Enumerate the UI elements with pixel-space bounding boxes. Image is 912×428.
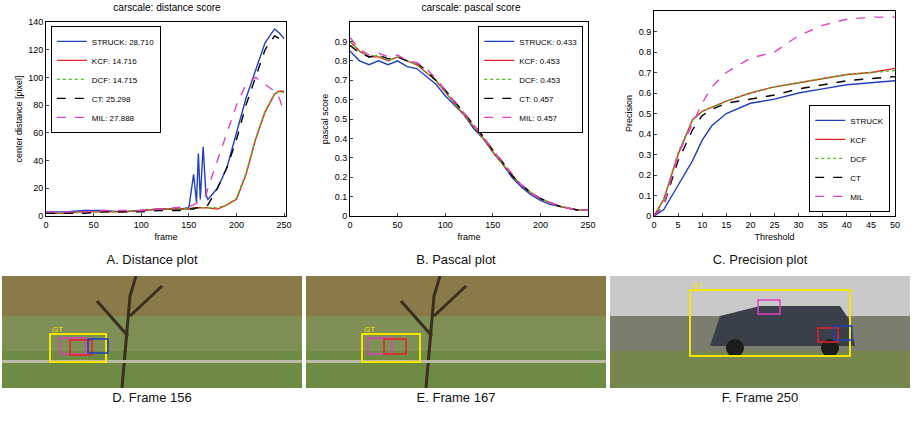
svg-text:150: 150 [485, 220, 500, 230]
svg-text:GT: GT [52, 325, 63, 334]
svg-text:100: 100 [28, 73, 43, 83]
svg-text:100: 100 [438, 220, 453, 230]
svg-text:0.5: 0.5 [335, 114, 348, 124]
svg-text:0.8: 0.8 [335, 56, 348, 66]
svg-text:40: 40 [842, 220, 852, 230]
svg-text:0.3: 0.3 [335, 153, 348, 163]
svg-text:MIL: 0.457: MIL: 0.457 [519, 114, 557, 123]
svg-text:DCF: DCF [850, 155, 867, 164]
svg-text:0: 0 [651, 220, 656, 230]
html-text:C. Precision plot: C. Precision plot [712, 252, 808, 267]
svg-text:0.6: 0.6 [639, 88, 652, 98]
svg-text:250: 250 [277, 220, 292, 230]
svg-text:20: 20 [33, 183, 43, 193]
svg-text:CT: 25.298: CT: 25.298 [92, 95, 131, 104]
svg-text:DCF: 14.715: DCF: 14.715 [92, 76, 138, 85]
svg-text:0: 0 [342, 211, 347, 221]
html-text:F. Frame 250: F. Frame 250 [721, 390, 799, 405]
svg-text:0.6: 0.6 [335, 95, 348, 105]
svg-text:0.8: 0.8 [639, 47, 652, 57]
svg-text:40: 40 [33, 156, 43, 166]
svg-text:140: 140 [28, 17, 43, 27]
svg-text:0: 0 [38, 211, 43, 221]
svg-text:15: 15 [721, 220, 731, 230]
svg-text:frame: frame [154, 232, 177, 242]
svg-text:60: 60 [33, 128, 43, 138]
svg-text:0.5: 0.5 [639, 109, 652, 119]
svg-text:120: 120 [28, 45, 43, 55]
svg-text:0.1: 0.1 [639, 191, 652, 201]
svg-text:50: 50 [393, 220, 403, 230]
svg-text:frame: frame [457, 232, 480, 242]
svg-text:CT: CT [850, 174, 861, 183]
svg-text:45: 45 [866, 220, 876, 230]
svg-text:20: 20 [745, 220, 755, 230]
svg-text:DCF: 0.453: DCF: 0.453 [519, 76, 560, 85]
html-text:A. Distance plot: A. Distance plot [106, 252, 198, 267]
svg-text:35: 35 [818, 220, 828, 230]
svg-text:0.2: 0.2 [335, 172, 348, 182]
html-text:B. Pascal plot: B. Pascal plot [416, 252, 496, 267]
svg-text:carscale: pascal score: carscale: pascal score [422, 2, 521, 13]
svg-text:80: 80 [33, 100, 43, 110]
svg-text:0.9: 0.9 [335, 37, 348, 47]
svg-text:100: 100 [134, 220, 149, 230]
html-text:D. Frame 156: D. Frame 156 [112, 390, 192, 405]
svg-text:25: 25 [769, 220, 779, 230]
svg-text:0: 0 [347, 220, 352, 230]
svg-text:200: 200 [533, 220, 548, 230]
svg-text:KCF: 14.716: KCF: 14.716 [92, 57, 137, 66]
svg-text:KCF: KCF [850, 136, 866, 145]
svg-text:Precision: Precision [624, 95, 634, 132]
svg-text:0: 0 [43, 220, 48, 230]
svg-text:pascal score: pascal score [320, 94, 330, 145]
svg-text:CT: 0.457: CT: 0.457 [519, 95, 554, 104]
svg-text:50: 50 [89, 220, 99, 230]
svg-text:0.7: 0.7 [639, 68, 652, 78]
svg-text:0.4: 0.4 [639, 129, 652, 139]
svg-text:GT: GT [692, 281, 703, 290]
svg-text:150: 150 [181, 220, 196, 230]
svg-text:5: 5 [676, 220, 681, 230]
svg-text:200: 200 [229, 220, 244, 230]
svg-text:STRUCK: 0.433: STRUCK: 0.433 [519, 38, 577, 47]
html-text:E. Frame 167: E. Frame 167 [416, 390, 496, 405]
svg-text:STRUCK: STRUCK [850, 117, 884, 126]
svg-text:30: 30 [794, 220, 804, 230]
svg-text:0.2: 0.2 [639, 170, 652, 180]
svg-text:0.7: 0.7 [335, 75, 348, 85]
svg-text:0: 0 [646, 211, 651, 221]
svg-text:0.4: 0.4 [335, 134, 348, 144]
svg-text:GT: GT [364, 325, 375, 334]
svg-text:0.1: 0.1 [335, 192, 348, 202]
svg-text:STRUCK: 28.710: STRUCK: 28.710 [92, 38, 154, 47]
svg-text:MIL: 27.888: MIL: 27.888 [92, 114, 135, 123]
svg-text:KCF: 0.453: KCF: 0.453 [519, 57, 560, 66]
svg-text:center distance [pixel]: center distance [pixel] [14, 75, 24, 162]
svg-text:250: 250 [580, 220, 595, 230]
svg-text:carscale: distance score: carscale: distance score [113, 2, 221, 13]
svg-text:Threshold: Threshold [754, 232, 794, 242]
svg-text:0.3: 0.3 [639, 150, 652, 160]
svg-text:MIL: MIL [850, 193, 864, 202]
svg-text:50: 50 [890, 220, 900, 230]
svg-text:10: 10 [697, 220, 707, 230]
svg-text:0.9: 0.9 [639, 27, 652, 37]
